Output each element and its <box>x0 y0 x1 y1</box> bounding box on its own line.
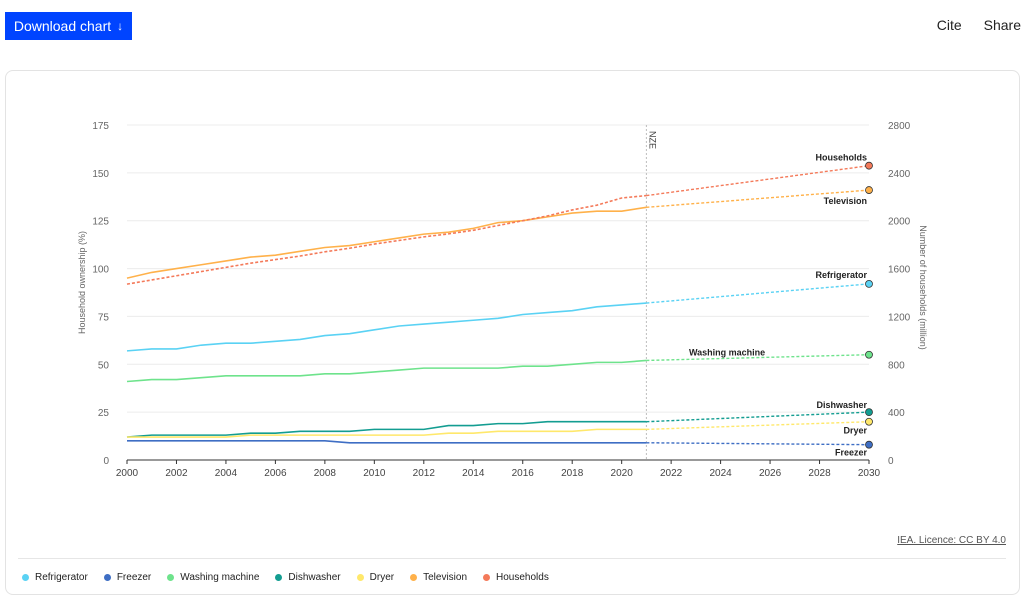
legend-dot-icon <box>103 574 111 581</box>
series-line-dishwasher <box>126 420 647 438</box>
x-tick-label: 2006 <box>264 468 287 479</box>
legend-item-television[interactable]: Television <box>410 572 467 583</box>
legend-label: Television <box>423 572 468 583</box>
legend-label: Households <box>496 572 549 583</box>
top-links: Cite Share <box>937 17 1021 33</box>
y2-axis-title: Number of households (million) <box>918 225 928 350</box>
end-point-washing-machine <box>865 350 873 359</box>
legend-dot-icon <box>356 574 364 581</box>
y2-tick-label: 2400 <box>888 169 911 180</box>
legend-divider <box>18 558 1006 559</box>
axes: 0 25 50 75 100 125 150 175 0 400 800 1200 1600 2000 24… <box>77 121 928 479</box>
legend-label: Dryer <box>369 572 395 583</box>
x-tick-label: 2030 <box>858 468 881 479</box>
projection-line-television <box>646 189 870 209</box>
projection-line-refrigerator <box>646 283 870 304</box>
legend-item-freezer[interactable]: Freezer <box>103 572 152 583</box>
y2-tick-label: 1200 <box>888 312 911 323</box>
chart-legend: Refrigerator Freezer Washing machine Dishwa… <box>22 572 549 583</box>
end-point-households <box>865 161 873 170</box>
legend-item-dishwasher[interactable]: Dishwasher <box>275 572 341 583</box>
y-tick-label: 50 <box>98 360 110 371</box>
y-tick-label: 0 <box>103 456 109 467</box>
end-point-dryer <box>865 417 873 426</box>
y-tick-label: 150 <box>92 169 109 180</box>
y-tick-label: 100 <box>92 265 109 276</box>
series-line-refrigerator <box>126 302 647 352</box>
arrow-down-icon: ↓ <box>117 19 124 33</box>
y2-tick-label: 2800 <box>888 121 911 132</box>
projection-line-freezer <box>646 442 870 446</box>
x-tick-label: 2004 <box>215 468 238 479</box>
legend-dot-icon <box>275 574 283 581</box>
y-tick-label: 175 <box>92 121 109 132</box>
projection-line-dryer <box>646 421 870 431</box>
x-tick-label: 2022 <box>660 468 683 479</box>
end-label-dishwasher: Dishwasher <box>816 400 867 410</box>
series-line-freezer <box>127 440 647 444</box>
series-lines <box>126 161 873 449</box>
y-axis-title: Household ownership (%) <box>77 231 87 334</box>
y2-tick-label: 0 <box>888 456 894 467</box>
legend-item-washing-machine[interactable]: Washing machine <box>167 572 259 583</box>
licence-link[interactable]: IEA. Licence: CC BY 4.0 <box>897 535 1006 546</box>
x-tick-label: 2014 <box>462 468 485 479</box>
x-tick-label: 2024 <box>709 468 732 479</box>
series-line-households <box>126 194 647 285</box>
series-end-labels: Households Television Refrigerator Washing … <box>689 153 867 458</box>
y-tick-label: 125 <box>92 217 109 228</box>
y2-tick-label: 400 <box>888 408 905 419</box>
x-tick-label: 2010 <box>363 468 386 479</box>
legend-label: Dishwasher <box>288 572 341 583</box>
legend-dot-icon <box>167 574 175 581</box>
cite-link[interactable]: Cite <box>936 17 962 33</box>
x-tick-label: 2008 <box>314 468 337 479</box>
x-tick-label: 2000 <box>116 468 139 479</box>
download-chart-button[interactable]: Download chart ↓ <box>5 12 132 40</box>
x-tick-label: 2018 <box>561 468 584 479</box>
end-point-refrigerator <box>865 279 873 288</box>
end-label-dryer: Dryer <box>843 426 867 436</box>
x-tick-label: 2016 <box>512 468 535 479</box>
legend-dot-icon <box>483 574 491 581</box>
nze-marker-label: NZE <box>647 131 657 149</box>
projection-line-washing-machine <box>646 354 870 362</box>
x-tick-label: 2028 <box>808 468 831 479</box>
chart-card <box>5 70 1020 595</box>
legend-dot-icon <box>22 574 29 581</box>
end-label-refrigerator: Refrigerator <box>815 270 867 280</box>
end-point-television <box>865 186 873 194</box>
series-line-dryer <box>127 428 647 438</box>
grid-lines <box>127 124 869 461</box>
x-tick-label: 2026 <box>759 468 782 479</box>
series-line-television <box>126 206 647 279</box>
legend-item-households[interactable]: Households <box>483 572 549 583</box>
legend-dot-icon <box>410 574 418 581</box>
end-point-dishwasher <box>865 408 873 417</box>
projection-line-households <box>646 164 870 197</box>
x-tick-label: 2012 <box>413 468 436 479</box>
y2-tick-label: 1600 <box>888 265 911 276</box>
x-tick-label: 2020 <box>611 468 634 479</box>
legend-label: Washing machine <box>180 572 260 583</box>
end-point-freezer <box>865 440 873 449</box>
download-chart-label: Download chart <box>13 18 112 34</box>
y-tick-label: 25 <box>98 408 110 419</box>
y2-tick-label: 800 <box>888 360 905 371</box>
share-link[interactable]: Share <box>983 17 1021 33</box>
legend-label: Freezer <box>116 572 152 583</box>
legend-item-refrigerator[interactable]: Refrigerator <box>22 572 88 583</box>
y-tick-label: 75 <box>98 312 110 323</box>
end-label-washing-machine: Washing machine <box>689 348 765 358</box>
y2-tick-label: 2000 <box>888 217 911 228</box>
legend-item-dryer[interactable]: Dryer <box>356 572 395 583</box>
legend-label: Refrigerator <box>35 572 88 583</box>
end-label-television: Television <box>824 196 867 206</box>
series-line-washing-machine <box>126 359 647 383</box>
end-label-households: Households <box>815 153 867 163</box>
x-tick-label: 2002 <box>165 468 188 479</box>
projection-line-dishwasher <box>646 411 870 423</box>
end-label-freezer: Freezer <box>835 448 868 458</box>
